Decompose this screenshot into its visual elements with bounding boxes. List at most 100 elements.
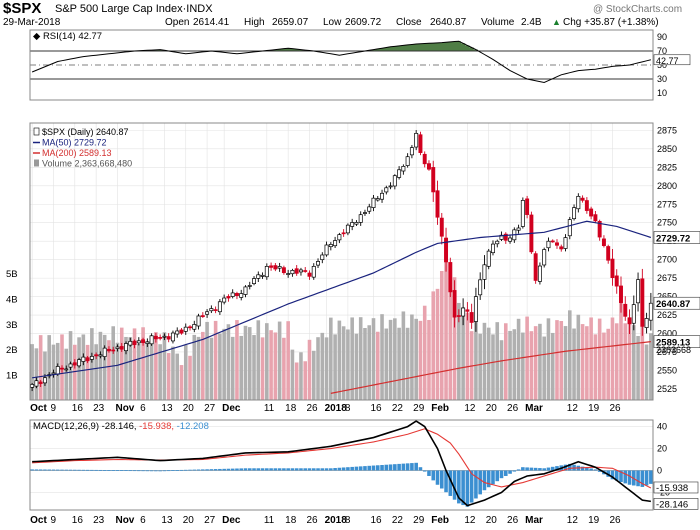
candle-body — [273, 265, 278, 270]
macd-hist-bar — [354, 466, 359, 471]
macd-x-label: 6 — [140, 515, 146, 526]
macd-hist-bar — [38, 469, 43, 471]
up-arrow-icon: ▲ — [552, 17, 561, 27]
candle-body — [491, 243, 495, 254]
volume-bar — [137, 343, 141, 400]
candle-body — [362, 212, 367, 214]
volume-bar — [260, 337, 265, 400]
volume-bar — [457, 302, 461, 400]
volume-bar — [486, 327, 491, 400]
candle-body — [567, 219, 572, 237]
macd-hist-bar — [111, 470, 116, 471]
volume-bar — [316, 337, 320, 400]
volume-bar — [380, 314, 384, 400]
macd-x-label: 12 — [464, 515, 476, 526]
volume-bar — [410, 314, 414, 400]
macd-hist-bar — [307, 468, 312, 471]
macd-x-label: 16 — [371, 515, 383, 526]
macd-hist-bar — [422, 470, 427, 472]
price-x-label: 26 — [609, 403, 621, 414]
price-x-label: 16 — [72, 403, 84, 414]
price-x-label: 18 — [285, 403, 297, 414]
candle-body — [593, 214, 598, 222]
volume-bar — [439, 270, 444, 400]
macd-hist-bar — [154, 470, 158, 472]
price-tick-label: 2750 — [657, 218, 677, 228]
candle-body — [580, 197, 585, 201]
volume-bar — [218, 333, 222, 400]
price-x-label: 12 — [567, 403, 579, 414]
candle-body — [175, 330, 180, 335]
macd-hist-bar — [333, 468, 337, 471]
macd-hist-bar — [363, 466, 367, 471]
macd-hist-bar — [166, 470, 171, 472]
candle-body — [572, 207, 577, 220]
volume-bar — [201, 331, 205, 400]
candle-body — [375, 198, 380, 201]
volume-bar — [311, 350, 316, 400]
price-x-label: 19 — [588, 403, 600, 414]
price-tick-label: 2525 — [657, 384, 677, 394]
candle-body — [307, 272, 312, 277]
volume-bar — [252, 335, 256, 400]
candle-body — [68, 363, 73, 368]
volume-bar — [538, 323, 542, 400]
volume-bar — [623, 323, 628, 400]
volume-bar — [576, 314, 581, 400]
volume-bar — [188, 355, 192, 400]
macd-hist-bar — [546, 467, 551, 471]
volume-bar — [175, 353, 180, 400]
rsi-line — [31, 40, 651, 84]
macd-last-box — [653, 498, 699, 510]
candle-body — [546, 240, 551, 249]
candle-body — [256, 274, 261, 279]
volume-bar — [585, 326, 589, 400]
volume-bar — [269, 330, 273, 400]
volume-bar — [555, 320, 559, 400]
volume-bar — [546, 318, 551, 400]
macd-hist-bar — [512, 470, 517, 472]
candle-body — [520, 200, 525, 227]
price-frame — [29, 122, 654, 401]
signal-last-value: -15.938 — [656, 483, 688, 494]
candle-body — [77, 359, 82, 367]
macd-hist-bar — [567, 463, 572, 471]
candle-body — [367, 206, 372, 212]
macd-hist-bar — [469, 470, 474, 503]
macd-hist-bar — [68, 469, 73, 471]
candle-body — [478, 279, 483, 296]
candle-body — [281, 267, 286, 274]
volume-bar — [491, 334, 495, 400]
candle-body — [124, 343, 128, 352]
price-x-label: 27 — [204, 403, 216, 414]
volume-bar — [307, 339, 312, 400]
rsi-tick-label: 10 — [657, 88, 667, 98]
volume-bar — [294, 362, 299, 400]
macd-x-label: 26 — [507, 515, 519, 526]
candle-body — [128, 340, 133, 346]
volume-bar — [38, 335, 43, 400]
candle-body — [503, 233, 508, 241]
price-tick-label: 2675 — [657, 273, 677, 283]
volume-bar — [508, 330, 512, 400]
candle-body — [102, 347, 107, 357]
price-tick-label: 2700 — [657, 255, 677, 265]
stat-label: Low — [323, 17, 342, 28]
macd-hist-bar — [580, 466, 585, 471]
candle-body — [115, 346, 120, 349]
macd-hist-bar — [448, 470, 453, 496]
volume-bar — [222, 328, 226, 400]
candle-body — [542, 249, 547, 266]
macd-hist-bar — [444, 470, 448, 493]
volume-bar — [30, 344, 34, 400]
candle-body — [623, 303, 628, 317]
volume-bar — [414, 318, 418, 400]
candle-body — [42, 377, 47, 384]
close-last-value: 2640.87 — [656, 299, 690, 310]
candle-body — [196, 315, 201, 327]
volume-bar — [115, 342, 120, 400]
volume-bar — [649, 333, 653, 400]
stat-label: Volume — [481, 17, 515, 28]
macd-hist-bar — [341, 467, 346, 471]
macd-hist-bar — [380, 465, 384, 471]
